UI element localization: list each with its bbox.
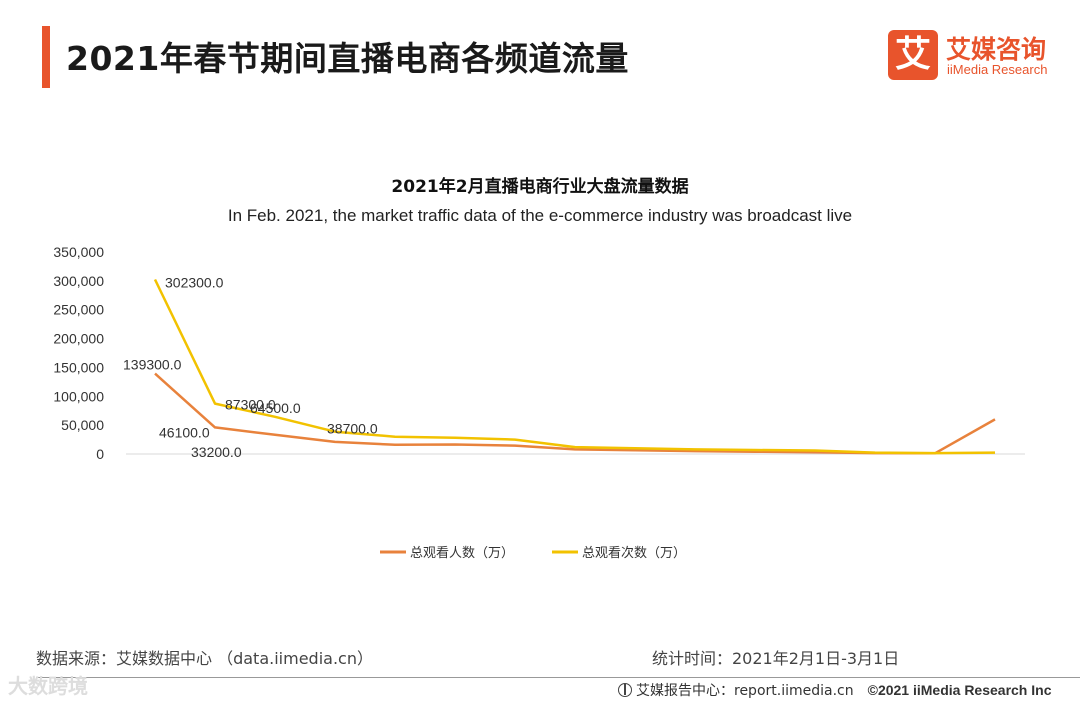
watermark: 大数跨境: [8, 674, 88, 698]
data-label: 64500.0: [250, 400, 301, 416]
logo-mark-icon: 艾: [888, 30, 938, 80]
line-chart: 350,000 300,000 250,000 200,000 150,000 100,0…: [53, 244, 1025, 561]
data-label: 87300.0: [225, 397, 276, 413]
footer-bar: 艾媒报告中心：report.iimedia.cn ©2021 iiMedia R…: [618, 680, 1051, 700]
title-accent-bar: [42, 26, 50, 88]
report-center-link[interactable]: 艾媒报告中心：report.iimedia.cn: [636, 683, 854, 699]
statistics-time: 统计时间：2021年2月1日-3月1日: [652, 649, 900, 668]
y-tick-label: 150,000: [53, 359, 104, 375]
y-tick-label: 350,000: [53, 244, 104, 260]
iimedia-logo: 艾 艾媒咨询 iiMedia Research: [888, 28, 1073, 83]
data-source: 数据来源：艾媒数据中心 （data.iimedia.cn）: [36, 649, 373, 668]
chart-subtitle: In Feb. 2021, the market traffic data of…: [227, 206, 853, 225]
y-tick-label: 250,000: [53, 302, 104, 318]
y-tick-label: 0: [96, 446, 104, 462]
copyright: ©2021 iiMedia Research Inc: [867, 682, 1052, 698]
page-title: 2021年春节期间直播电商各频道流量: [66, 39, 629, 78]
legend-label: 总观看人数（万）: [410, 545, 514, 561]
y-tick-label: 50,000: [61, 417, 104, 433]
data-label: 33200.0: [191, 444, 242, 460]
footer-divider: [36, 677, 1080, 678]
data-label: 139300.0: [123, 357, 182, 373]
y-tick-label: 300,000: [53, 273, 104, 289]
series-line-2: [153, 278, 996, 455]
logo-english-name: iiMedia Research: [947, 62, 1048, 77]
data-label: 38700.0: [327, 421, 378, 437]
globe-icon: [618, 683, 632, 697]
y-tick-label: 100,000: [53, 388, 104, 404]
logo-chinese-name: 艾媒咨询: [946, 35, 1047, 64]
legend-label: 总观看次数（万）: [582, 545, 686, 561]
data-label: 46100.0: [159, 424, 210, 440]
y-tick-label: 200,000: [53, 331, 104, 347]
data-label: 302300.0: [165, 275, 224, 291]
chart-title: 2021年2月直播电商行业大盘流量数据: [391, 177, 689, 197]
